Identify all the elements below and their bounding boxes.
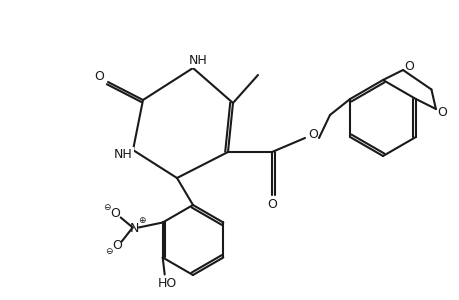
Text: O: O — [110, 207, 119, 220]
Text: ⊖: ⊖ — [103, 203, 110, 212]
Text: NH: NH — [188, 53, 207, 67]
Text: O: O — [308, 128, 317, 140]
Text: O: O — [94, 70, 104, 83]
Text: O: O — [267, 199, 276, 212]
Text: N: N — [130, 222, 139, 235]
Text: HO: HO — [158, 277, 177, 290]
Text: NH: NH — [113, 148, 132, 161]
Text: O: O — [112, 239, 121, 252]
Text: ⊖: ⊖ — [105, 247, 112, 256]
Text: O: O — [436, 106, 446, 119]
Text: O: O — [403, 59, 413, 73]
Text: ⊕: ⊕ — [138, 216, 145, 225]
